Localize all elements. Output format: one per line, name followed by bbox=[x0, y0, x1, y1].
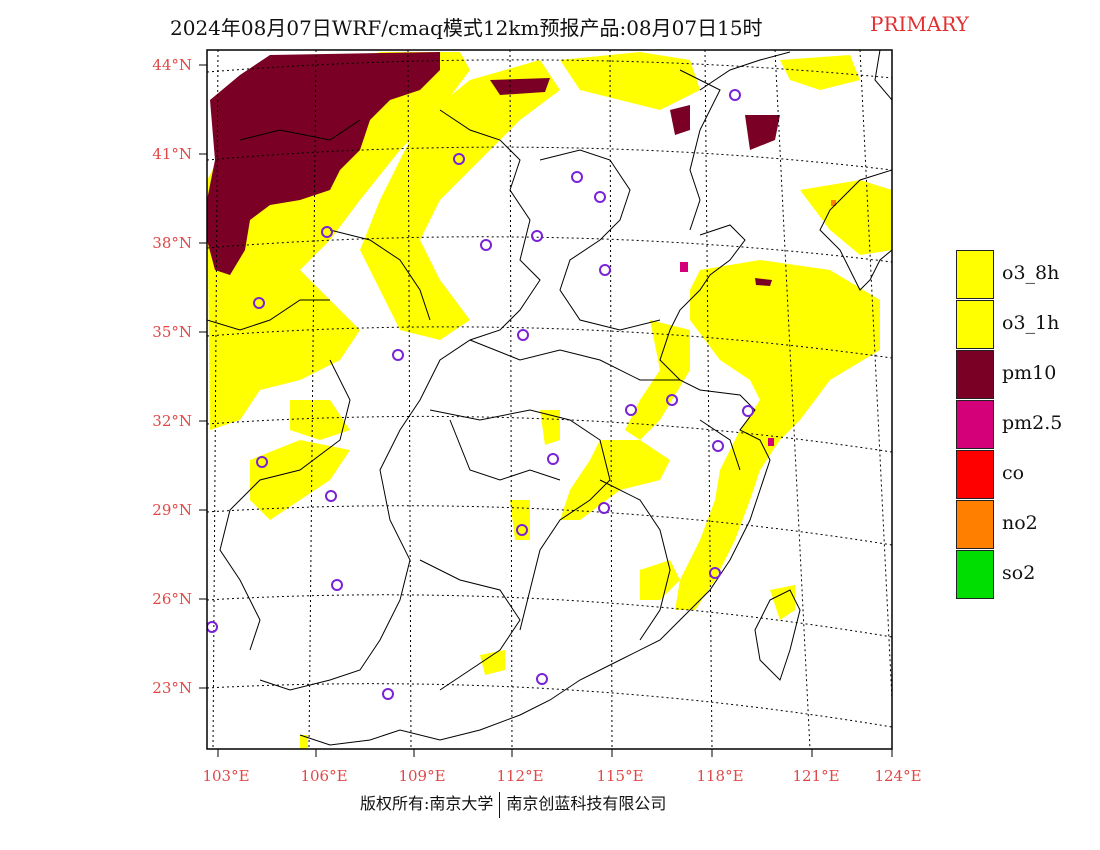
lon-label-112: 112°E bbox=[496, 767, 543, 785]
legend-swatch bbox=[956, 400, 994, 449]
pm10-region-layer bbox=[207, 52, 780, 286]
title-tag: PRIMARY bbox=[870, 12, 969, 36]
legend-item-o3-1h: o3_1h bbox=[956, 300, 1100, 350]
legend-swatch bbox=[956, 300, 994, 349]
lon-label-115: 115°E bbox=[596, 767, 643, 785]
legend-swatch bbox=[956, 500, 994, 549]
lon-label-121: 121°E bbox=[792, 767, 839, 785]
map-border bbox=[206, 49, 893, 750]
map-title: 2024年08月07日WRF/cmaq模式12km预报产品:08月07日15时 … bbox=[0, 10, 1100, 42]
legend-label: o3_8h bbox=[1002, 262, 1060, 284]
station-markers bbox=[207, 89, 754, 700]
lon-label-109: 109°E bbox=[398, 767, 445, 785]
lat-label-41: 41°N bbox=[152, 145, 192, 163]
legend-label: pm2.5 bbox=[1002, 412, 1063, 434]
graticule-layer bbox=[207, 50, 892, 749]
lon-label-118: 118°E bbox=[696, 767, 743, 785]
legend-item-so2: so2 bbox=[956, 550, 1100, 600]
lon-label-106: 106°E bbox=[300, 767, 347, 785]
lon-ticks bbox=[217, 749, 893, 757]
lat-label-23: 23°N bbox=[152, 679, 192, 697]
copyright-footer: 版权所有:南京大学 南京创蓝科技有限公司 bbox=[360, 790, 666, 818]
lon-labels: 103°E 106°E 109°E 112°E 115°E 118°E 121°… bbox=[202, 767, 921, 785]
footer-left: 版权所有:南京大学 bbox=[360, 794, 494, 813]
pm25-spot-layer bbox=[680, 262, 774, 446]
lat-label-35: 35°N bbox=[152, 323, 192, 341]
legend-item-pm10: pm10 bbox=[956, 350, 1100, 400]
legend-swatch bbox=[956, 450, 994, 499]
map-layers bbox=[207, 50, 892, 749]
legend-swatch bbox=[956, 350, 994, 399]
lat-labels: 44°N 41°N 38°N 35°N 32°N 29°N 26°N 23°N bbox=[152, 56, 192, 697]
legend-label: pm10 bbox=[1002, 362, 1057, 384]
legend-label: o3_1h bbox=[1002, 312, 1060, 334]
legend-swatch bbox=[956, 250, 994, 299]
title-text: 2024年08月07日WRF/cmaq模式12km预报产品:08月07日15时 bbox=[170, 16, 763, 40]
legend: o3_8h o3_1h pm10 pm2.5 co no2 so2 bbox=[956, 250, 1100, 600]
lat-label-44: 44°N bbox=[152, 56, 192, 74]
footer-divider bbox=[499, 791, 501, 818]
legend-item-no2: no2 bbox=[956, 500, 1100, 550]
lat-ticks bbox=[199, 64, 207, 689]
legend-label: so2 bbox=[1002, 562, 1036, 584]
legend-swatch bbox=[956, 550, 994, 599]
lon-label-103: 103°E bbox=[202, 767, 249, 785]
legend-label: no2 bbox=[1002, 512, 1038, 534]
lat-label-29: 29°N bbox=[152, 501, 192, 519]
boundary-layer bbox=[207, 50, 892, 746]
lat-label-38: 38°N bbox=[152, 234, 192, 252]
lat-label-26: 26°N bbox=[152, 590, 192, 608]
lat-label-32: 32°N bbox=[152, 412, 192, 430]
footer-right: 南京创蓝科技有限公司 bbox=[506, 794, 667, 813]
legend-item-pm25: pm2.5 bbox=[956, 400, 1100, 450]
lon-label-124: 124°E bbox=[874, 767, 921, 785]
no2-spot-layer bbox=[831, 200, 836, 206]
legend-item-co: co bbox=[956, 450, 1100, 500]
legend-label: co bbox=[1002, 462, 1025, 484]
legend-item-o3-8h: o3_8h bbox=[956, 250, 1100, 300]
